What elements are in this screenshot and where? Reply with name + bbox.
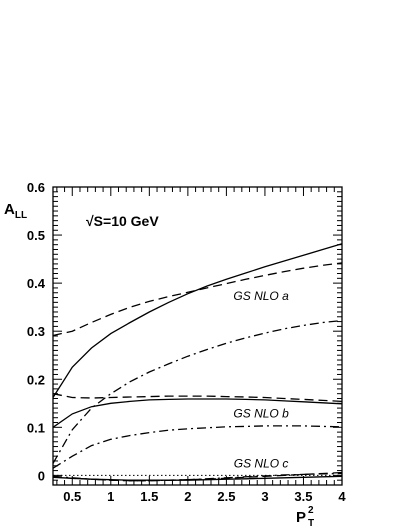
y-tick-label: 0.6: [27, 180, 45, 195]
x-tick-label: 3: [261, 489, 268, 504]
y-axis-label-main: A: [4, 201, 15, 218]
series-line-6: [52, 425, 343, 469]
y-axis-label-sub: LL: [15, 210, 27, 221]
plot-frame: [52, 186, 343, 486]
x-axis-label: P: [296, 509, 306, 526]
y-tick-label: 0.1: [27, 420, 45, 435]
y-tick-label: 0.4: [27, 276, 46, 291]
x-tick-label: 1.5: [140, 489, 158, 504]
x-tick-label: 2.5: [217, 489, 235, 504]
x-tick-label: 3.5: [294, 489, 312, 504]
series-line-1: [52, 243, 343, 398]
x-tick-label: 0.5: [63, 489, 81, 504]
y-tick-label: 0.3: [27, 324, 45, 339]
y-tick-label: 0.2: [27, 372, 45, 387]
x-tick-label: 1: [107, 489, 114, 504]
series-line-3: [52, 319, 343, 464]
series-line-2: [52, 262, 343, 337]
group-label-2: GS NLO b: [233, 407, 289, 421]
energy-annotation: √S=10 GeV: [86, 213, 159, 229]
x-axis-label-sup: 2: [308, 505, 314, 516]
group-label-layer: GS NLO a GS NLO b GS NLO c: [233, 289, 289, 471]
series-line-5: [52, 393, 343, 403]
series-layer: [52, 243, 343, 482]
series-line-10: [52, 472, 343, 482]
y-tick-label: 0.5: [27, 228, 45, 243]
group-label-1: GS NLO a: [233, 289, 289, 303]
axis-layer: 0.5 1 1.5 2 2.5 3 3.5 4 0 0.1 0.2 0.3 0.4 0.5 0.6: [27, 180, 346, 504]
y-axis-label: ALL: [4, 201, 27, 221]
x-axis-label-sub: T: [308, 518, 314, 529]
group-label-3: GS NLO c: [234, 457, 289, 471]
y-tick-label: 0: [38, 468, 45, 483]
x-tick-label: 2: [184, 489, 191, 504]
series-line-4: [52, 398, 343, 428]
x-tick-label: 4: [338, 489, 346, 504]
